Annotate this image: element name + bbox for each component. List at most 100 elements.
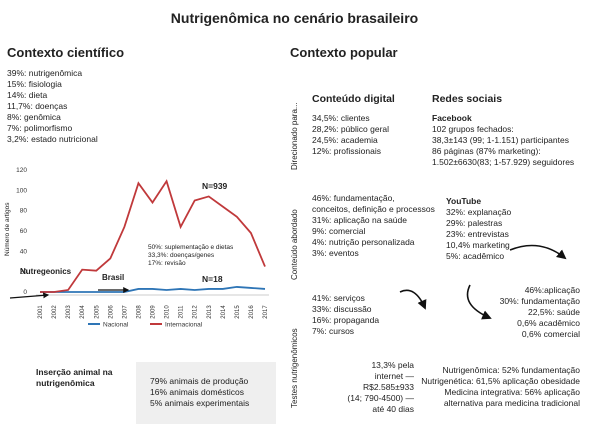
facebook-stat: 102 grupos fechados: — [432, 124, 514, 134]
x-tick-label: 2007 — [122, 305, 128, 319]
series-line-internacional — [40, 179, 266, 293]
x-tick-label: 2003 — [66, 305, 72, 319]
x-tick-label: 2006 — [108, 305, 114, 319]
digital-stat: 28,2%: público geral — [312, 124, 390, 134]
animal-label: Inserção animal na nutrigenômica — [36, 367, 113, 388]
youtube-application-stats: 46%:aplicação 30%: fundamentação 22,5%: … — [470, 285, 580, 340]
tests-stat: 41%: serviços — [312, 293, 365, 303]
application-stat: 0,6% acadêmico — [517, 318, 580, 328]
application-stat: 46%:aplicação — [524, 285, 580, 295]
page-title: Nutrigenômica no cenário brasaileiro — [170, 10, 419, 26]
facebook-block: Facebook 102 grupos fechados: 38,3±143 (… — [432, 113, 574, 168]
tests-right-line: alternativa para medicina tradicional — [443, 398, 580, 408]
label-nutrigeonics: Nutregeonics — [20, 267, 72, 276]
digital-stats: 34,5%: clientes 28,2%: público geral 24,… — [312, 113, 389, 157]
curved-arrow-icon — [509, 244, 567, 260]
x-tick-label: 2011 — [179, 305, 185, 319]
y-tick-label: 100 — [16, 187, 27, 194]
content-stat: 3%: eventos — [312, 248, 359, 258]
youtube-stat: 10,4% marketing — [446, 240, 510, 250]
facebook-stat: 38,3±143 (99; 1-1.151) participantes — [432, 135, 569, 145]
x-tick-label: 2002 — [52, 305, 58, 319]
digital-stat: 24,5%: academia — [312, 135, 378, 145]
price-line: 13,3% pela — [371, 360, 414, 370]
tests-stat: 33%: discussão — [312, 304, 372, 314]
price-line: internet — — [374, 371, 414, 381]
label-n-national: N=18 — [202, 274, 223, 284]
digital-heading: Conteúdo digital — [312, 93, 395, 105]
x-tick-label: 2015 — [235, 305, 241, 319]
x-tick-label: 2005 — [94, 305, 100, 319]
curved-arrow-icon — [466, 284, 492, 320]
facebook-stat: 86 páginas (87% marketing): — [432, 146, 541, 156]
curved-arrow-icon — [399, 289, 427, 310]
x-tick-label: 2004 — [80, 305, 86, 319]
animal-box: 79% animais de produção 16% animais domé… — [136, 362, 276, 424]
y-tick-label: 80 — [20, 208, 28, 215]
youtube-stat: 5%: acadêmico — [446, 251, 505, 261]
tests-stat: 7%: cursos — [312, 326, 355, 336]
row-label-directed: Direcionado para... — [290, 102, 299, 170]
chart-note-item: 17%: revisão — [148, 260, 186, 267]
stat-item: 15%: fisiologia — [7, 79, 62, 89]
row-label-content: Conteúdo abordado — [290, 209, 299, 280]
youtube-stat: 32%: explanação — [446, 207, 512, 217]
row-label-tests: Testes nutrigenômicos — [290, 328, 299, 408]
price-line: até 40 dias — [372, 404, 414, 414]
youtube-stat: 23%: entrevistas — [446, 229, 509, 239]
y-tick-label: 0 — [23, 289, 27, 296]
tests-right-block: Nutrigenômica: 52% fundamentação Nutrige… — [418, 365, 580, 409]
tests-right-line: Nutrigenética: 61,5% aplicação obesidade — [421, 376, 580, 386]
animal-item: 5% animais experimentais — [150, 398, 250, 408]
chart-note-item: 50%: suplementação e dietas — [148, 244, 234, 251]
tests-stats: 41%: serviços 33%: discussão 16%: propag… — [312, 293, 379, 337]
x-tick-label: 2014 — [221, 305, 227, 319]
stat-item: 11,7%: doenças — [7, 101, 68, 111]
stat-item: 7%: polimorfismo — [7, 123, 73, 133]
chart-note: 50%: suplementação e dietas 33,3%: doenç… — [148, 244, 233, 268]
stat-item: 3,2%: estado nutricional — [7, 134, 98, 144]
y-tick-label: 60 — [20, 228, 28, 235]
content-stat: 4%: nutrição personalizada — [312, 237, 415, 247]
label-brasil: Brasil — [102, 273, 125, 282]
youtube-title: YouTube — [446, 196, 482, 206]
popular-heading: Contexto popular — [290, 45, 398, 60]
content-stats: 46%: fundamentação, conceitos, definição… — [312, 193, 435, 259]
x-tick-label: 2008 — [136, 305, 142, 319]
youtube-block: YouTube 32%: explanação 29%: palestras 2… — [446, 196, 511, 262]
price-block: 13,3% pela internet — R$2.585±933 (14; 7… — [330, 360, 414, 415]
application-stat: 30%: fundamentação — [499, 296, 580, 306]
stat-item: 39%: nutrigenômica — [7, 68, 83, 78]
x-tick-label: 2013 — [207, 305, 213, 319]
chart-y-axis-label: Número de artigos — [4, 202, 11, 256]
x-tick-label: 2017 — [263, 305, 269, 319]
application-stat: 0,6% comercial — [521, 329, 580, 339]
digital-stat: 12%: profissionais — [312, 146, 381, 156]
youtube-stat: 29%: palestras — [446, 218, 503, 228]
y-tick-label: 20 — [20, 269, 28, 276]
arrow-icon — [9, 292, 50, 299]
y-tick-label: 120 — [16, 167, 27, 174]
articles-line-chart: 0 20 40 60 80 100 120 2001 2002 2003 2004 2005 2006 2… — [9, 167, 269, 329]
content-stat: 46%: fundamentação, — [312, 193, 395, 203]
price-line: R$2.585±933 — [363, 382, 414, 392]
stat-item: 14%: dieta — [7, 90, 48, 100]
animal-item: 79% animais de produção — [150, 376, 249, 386]
content-stat: 31%: aplicação na saúde — [312, 215, 407, 225]
facebook-stat: 1.502±6630(83; 1-57.929) seguidores — [432, 157, 575, 167]
label-n-international: N=939 — [202, 181, 228, 191]
tests-right-line: Nutrigenômica: 52% fundamentação — [442, 365, 581, 375]
x-tick-label: 2012 — [193, 305, 199, 319]
social-heading: Redes sociais — [432, 93, 503, 105]
series-line-nacional — [40, 286, 266, 293]
legend-label: Internacional — [165, 322, 203, 329]
digital-stat: 34,5%: clientes — [312, 113, 370, 123]
content-stat: conceitos, definição e processos — [312, 204, 435, 214]
legend-label: Nacional — [103, 322, 129, 329]
x-tick-label: 2001 — [38, 305, 44, 319]
x-tick-label: 2009 — [151, 305, 157, 319]
stat-item: 8%: genômica — [7, 112, 61, 122]
flow-arrows — [399, 244, 567, 320]
price-line: (14; 790-4500) — — [347, 393, 414, 403]
tests-stat: 16%: propaganda — [312, 315, 380, 325]
